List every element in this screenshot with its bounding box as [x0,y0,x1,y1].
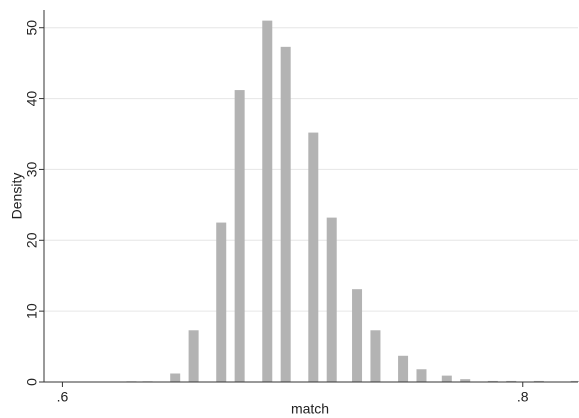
y-tick-label: 40 [24,91,40,107]
bar [441,375,452,382]
y-tick-label: 50 [24,20,40,36]
y-tick-label: 30 [24,161,40,177]
bar [506,380,517,382]
x-tick-label: .8 [517,389,529,405]
bar [262,20,273,382]
x-axis-label: match [291,401,329,417]
bar [326,217,337,382]
bar [280,46,291,383]
bar [308,132,319,382]
bar [570,380,579,382]
bar [533,380,544,382]
y-tick-label: 0 [24,378,40,386]
y-tick-label: 20 [24,232,40,248]
bar [216,222,227,382]
x-tick-label: .6 [57,389,69,405]
y-tick-label: 10 [24,303,40,319]
bar [352,289,363,382]
y-axis-label: Density [9,173,25,220]
bar [487,380,498,382]
bar [398,355,409,382]
bar [188,330,199,382]
bar [416,369,427,382]
bar [370,330,381,382]
bar [460,379,471,382]
bar [234,90,245,382]
bar [170,373,181,382]
